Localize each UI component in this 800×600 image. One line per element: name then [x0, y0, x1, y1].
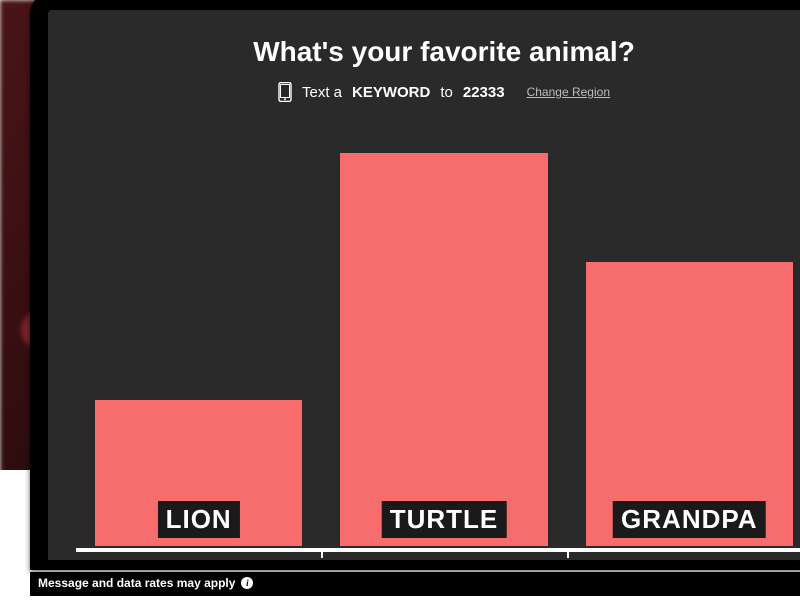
chart-baseline [76, 548, 800, 552]
poll-container: What's your favorite animal? Text a KEYW… [48, 10, 800, 560]
laptop-screen: What's your favorite animal? Text a KEYW… [48, 10, 800, 560]
info-icon[interactable]: i [241, 577, 253, 589]
bar[interactable]: LION [95, 400, 302, 546]
instruction-keyword: KEYWORD [352, 84, 430, 101]
change-region-link[interactable]: Change Region [527, 85, 610, 99]
poll-title: What's your favorite animal? [48, 36, 800, 68]
instruction-row: Text a KEYWORD to 22333 Change Region [48, 82, 800, 102]
bar[interactable]: GRANDPA [586, 262, 793, 546]
bar-wrap-grandpa: 33% GRANDPA [577, 116, 800, 546]
bar-label: LION [158, 501, 240, 538]
baseline-tick [567, 548, 569, 558]
phone-icon [278, 82, 292, 102]
instruction-middle: to [440, 84, 453, 101]
bar-label: TURTLE [382, 501, 507, 538]
bar-wrap-lion: 17% LION [86, 116, 311, 546]
baseline-tick [321, 548, 323, 558]
instruction-prefix: Text a [302, 84, 342, 101]
laptop-frame: What's your favorite animal? Text a KEYW… [30, 0, 800, 570]
poll-chart: 17% LION 50% TURTLE 33% GRANDPA [48, 116, 800, 560]
bar-wrap-turtle: 50% TURTLE [331, 116, 556, 546]
bar-percent: 50% [418, 116, 470, 147]
instruction-code: 22333 [463, 84, 505, 101]
disclaimer-text: Message and data rates may apply [38, 576, 235, 590]
bar-label: GRANDPA [613, 501, 766, 538]
bars-container: 17% LION 50% TURTLE 33% GRANDPA [48, 116, 800, 546]
disclaimer-footer: Message and data rates may apply i [30, 572, 800, 596]
bar-percent: 33% [663, 225, 715, 256]
bar[interactable]: TURTLE [340, 153, 547, 546]
bar-percent: 17% [173, 363, 225, 394]
